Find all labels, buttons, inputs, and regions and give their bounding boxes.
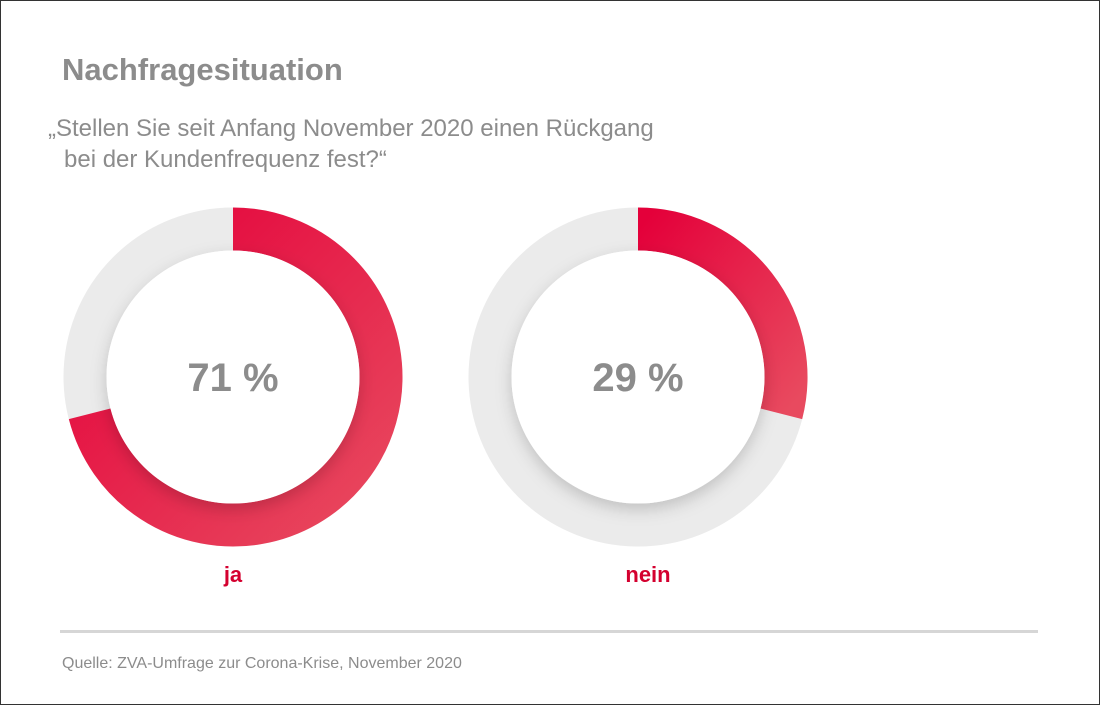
donut-value-nein: 29 %	[592, 356, 683, 400]
question: „Stellen Sie seit Anfang November 2020 e…	[48, 113, 654, 175]
question-line-2: bei der Kundenfrequenz fest?“	[64, 146, 387, 173]
donut-segment-ja	[68, 207, 403, 547]
donut-inner-ja	[106, 250, 360, 504]
donut-segment-nein	[637, 207, 808, 420]
donut-value-ja: 71 %	[187, 356, 278, 400]
question-line-1: „Stellen Sie seit Anfang November 2020 e…	[48, 115, 654, 142]
divider	[60, 630, 1038, 633]
donut-label-ja: ja	[223, 562, 243, 587]
donut-label-nein: nein	[625, 562, 671, 587]
source-note: Quelle: ZVA-Umfrage zur Corona-Krise, No…	[62, 655, 462, 672]
donut-inner-nein	[511, 250, 765, 504]
chart-title: Nachfragesituation	[62, 52, 343, 87]
